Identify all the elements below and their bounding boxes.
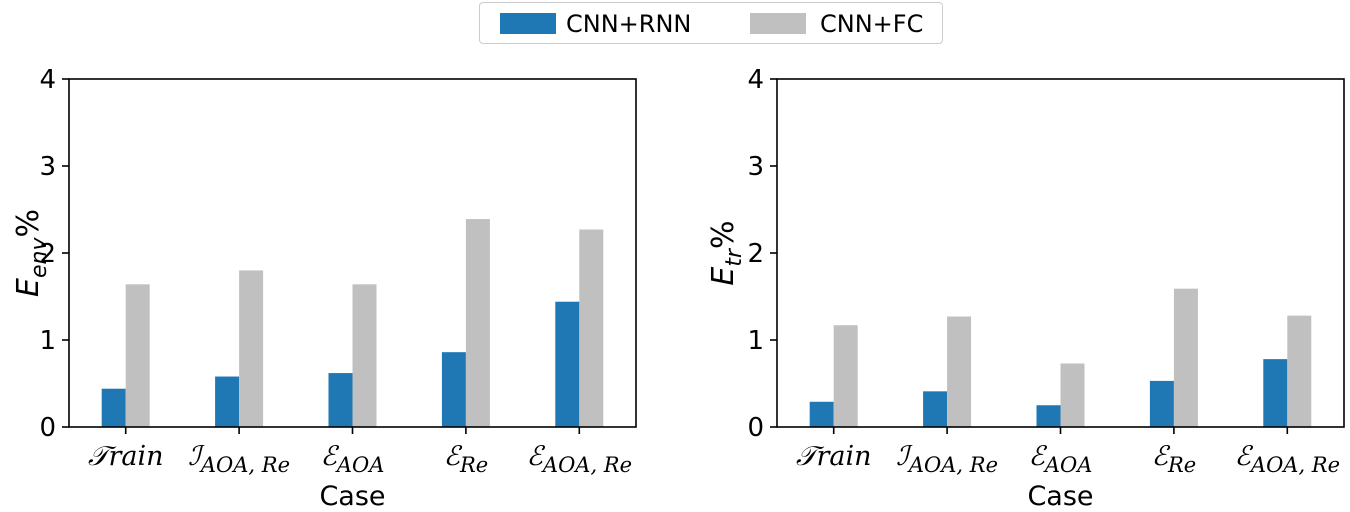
- bar-cnn-rnn-3: [328, 373, 353, 427]
- bar-cnn-rnn-1: [809, 401, 834, 427]
- x-tick-label: ℰRe: [1152, 441, 1197, 477]
- legend-label-cnn-rnn: CNN+RNN: [566, 10, 692, 38]
- legend: CNN+RNN CNN+FC: [479, 2, 943, 44]
- x-tick-label: ℐAOA, Re: [188, 441, 290, 477]
- x-tick-label: ℐAOA, Re: [896, 441, 998, 477]
- x-tick-label: 𝒯rain: [88, 441, 164, 472]
- x-tick-label: ℰAOA: [321, 441, 385, 477]
- x-tick-label: 𝒯rain: [796, 441, 872, 472]
- y-tick-label: 0: [747, 413, 764, 443]
- bar-cnn-fc-1: [833, 325, 858, 427]
- bar-cnn-fc-4: [1173, 288, 1198, 427]
- bar-cnn-fc-4: [465, 219, 490, 427]
- y-tick-label: 3: [747, 152, 764, 182]
- bar-cnn-fc-2: [239, 270, 264, 427]
- y-tick-label: 4: [39, 65, 56, 95]
- legend-label-cnn-fc: CNN+FC: [820, 10, 924, 38]
- y-tick-label: 1: [39, 326, 56, 356]
- y-tick-label: 1: [747, 326, 764, 356]
- bar-cnn-fc-3: [352, 284, 377, 427]
- x-tick-label: ℰAOA, Re: [527, 441, 633, 477]
- bar-cnn-fc-3: [1060, 363, 1085, 427]
- y-tick-label: 3: [39, 152, 56, 182]
- bar-cnn-rnn-1: [101, 388, 126, 427]
- x-tick-label: ℰAOA, Re: [1235, 441, 1341, 477]
- y-axis-label: Eenv%: [11, 209, 52, 297]
- bar-cnn-fc-2: [947, 316, 972, 427]
- chart-panel-2: 0 1 2 3 4 𝒯rain ℐAOA, Re ℰAOA ℰRe ℰAOA, Re Case Etr…: [706, 65, 1345, 512]
- bar-cnn-fc-1: [125, 284, 150, 427]
- y-tick-label: 2: [39, 239, 56, 269]
- bar-cnn-rnn-5: [555, 301, 580, 427]
- y-tick-label: 4: [747, 65, 764, 95]
- y-tick-label: 0: [39, 413, 56, 443]
- x-tick-label: ℰRe: [444, 441, 489, 477]
- bar-cnn-rnn-4: [1149, 380, 1174, 427]
- y-axis-label: Etr%: [706, 220, 747, 285]
- bar-cnn-rnn-3: [1036, 405, 1061, 427]
- x-tick-label: ℰAOA: [1029, 441, 1093, 477]
- legend-swatch-cnn-rnn: [500, 13, 556, 34]
- x-axis-label: Case: [1027, 481, 1093, 508]
- bar-cnn-fc-5: [1287, 315, 1312, 427]
- bar-cnn-rnn-5: [1263, 359, 1288, 427]
- bar-cnn-fc-5: [579, 229, 604, 427]
- x-axis-label: Case: [319, 481, 385, 508]
- y-tick-label: 2: [747, 239, 764, 269]
- chart-panel-1: 0 1 2 3 4 𝒯rain ℐAOA, Re ℰAOA ℰRe ℰAOA, Re Case Een…: [11, 65, 637, 512]
- bar-cnn-rnn-2: [215, 376, 240, 427]
- bar-cnn-rnn-4: [441, 352, 466, 427]
- bar-cnn-rnn-2: [923, 391, 948, 427]
- legend-swatch-cnn-fc: [750, 13, 806, 34]
